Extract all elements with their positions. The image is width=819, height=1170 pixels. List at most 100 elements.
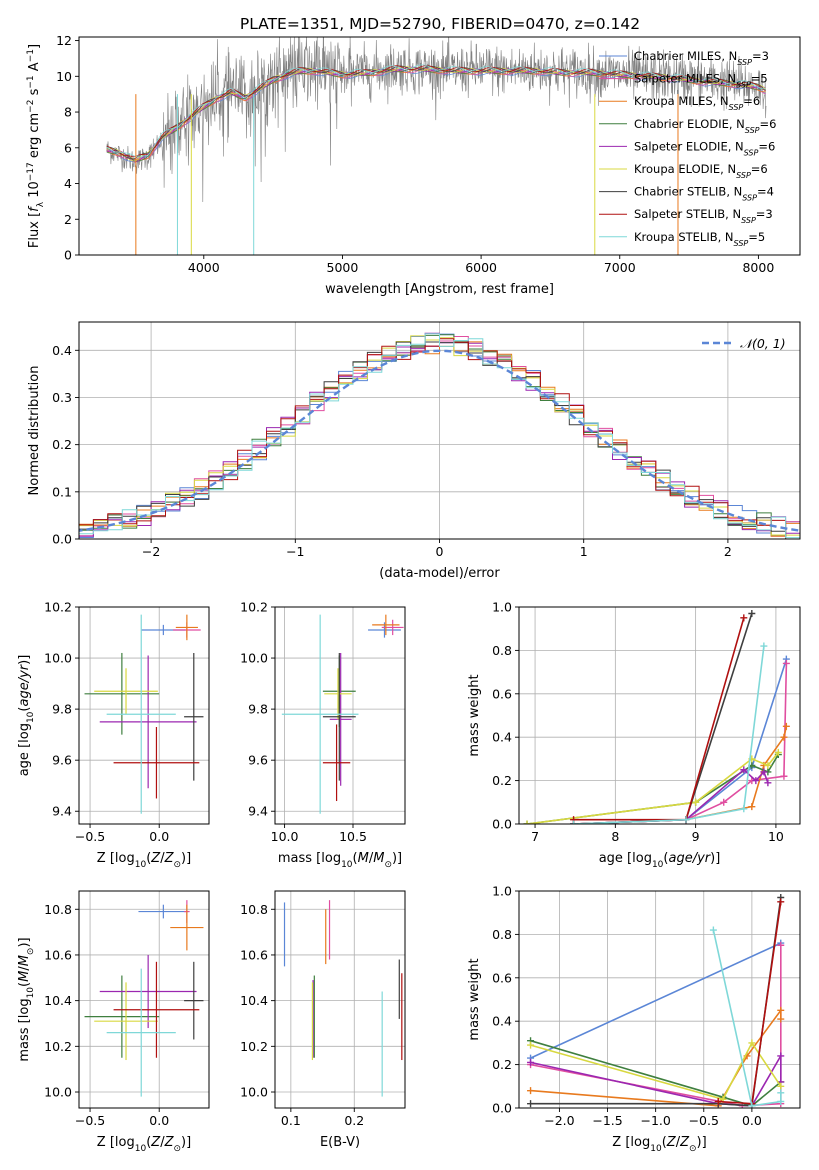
observed-spectrum-line [106,37,767,203]
label-part: λ [36,201,46,207]
axes-frame [78,321,801,540]
label-part: 10 [26,711,36,723]
label-part: f [27,205,42,212]
errorbar-kroupa-miles [175,614,198,641]
legend-val: =5 [748,230,765,244]
legend-sub: SSP [741,216,756,225]
label-part: 10 [135,1144,147,1154]
label-part: 10 [27,181,42,198]
legend-sub: SSP [737,58,752,67]
weight-marker [777,1052,785,1060]
plot-area-mass_vs_ebv [283,900,403,1097]
x-axis-label: (data-model)/error [379,566,500,581]
legend-name: Salpeter STELIB, N [634,207,741,221]
label-part: erg [27,133,42,159]
grid-age_vs_mass [275,606,405,824]
plot-area-spectrum [106,37,767,255]
plot-area-age_vs_Z [84,614,204,814]
axes-frame [518,606,801,825]
weight-marker [527,1058,535,1066]
label-part: mass [ [17,1018,32,1061]
x-tick-label: −0.5 [75,1113,105,1128]
y-axis-label: mass weight [467,958,482,1040]
label-part: ] [27,44,42,49]
y-tick-label: 0.2 [492,773,512,788]
weight-marker [777,1089,785,1097]
x-tick-label: 6000 [465,260,497,275]
label-part: ( [663,851,668,866]
label-part: / [160,851,165,866]
label-part: 10 [652,860,664,870]
axes-frame [78,606,210,825]
legend-val: =4 [757,185,774,199]
x-tick-label: 0.0 [149,829,169,844]
legend-val: =3 [752,49,769,63]
legend-val: =6 [760,117,777,131]
x-tick-label: 0.1 [281,1113,301,1128]
y-tick-label: 10.0 [44,651,72,666]
errorbar-salpeter-elodie [329,652,352,786]
legend-val: =6 [758,139,775,153]
weight-marker [777,1015,785,1023]
legend-val: =5 [751,72,768,86]
y-tick-label: 10.2 [44,1039,72,1054]
axes-frame [274,890,406,1109]
label-part: )] [17,655,32,665]
errorbar-kroupa-stelib [106,968,176,1097]
y-tick-label: 10 [56,69,72,84]
y-tick-label: 2 [64,212,72,227]
y-tick-label: 0.3 [52,390,72,405]
figure-title: PLATE=1351, MJD=52790, FIBERID=0470, z=0… [240,15,640,33]
weight-marker [740,766,748,774]
label-part: )] [710,851,720,866]
x-tick-label: −0.5 [75,829,105,844]
label-part: −1 [26,49,36,62]
legend-name: Kroupa STELIB, N [634,230,734,244]
legend-name: Salpeter ELODIE, N [634,139,744,153]
y-tick-label: 0 [64,248,72,263]
weight-marker [777,898,785,906]
label-part: mass weight [467,958,482,1040]
axes-frame [78,890,210,1109]
y-tick-label: 10.4 [44,993,72,1008]
label-part: A [27,62,42,71]
label-part: ( [146,851,151,866]
x-tick-label: 9 [692,829,700,844]
y-axis-label: Flux [fλ 10−17 erg cm−2 s−1 A−1] [26,44,46,248]
weight-marker [782,722,790,730]
y-tick-label: 0.0 [492,817,512,832]
label-part: )] [181,851,191,866]
legend-name: Chabrier ELODIE, N [634,117,745,131]
weight-marker [682,816,690,824]
x-tick-label: 2 [724,544,732,559]
errorbar-kroupa-stelib [106,614,176,814]
plot-area-mass_vs_Z [84,900,204,1097]
panel-residuals: −2 −1 0 1 2 0.0 0.1 0.2 0.3 0.4 (data-model)/error… [27,321,801,581]
plot-area-residuals [79,332,800,539]
errorbar-kroupa-stelib [281,614,359,814]
y-tick-label: 10.6 [240,947,268,962]
label-part: )] [392,851,402,866]
label-part: −1 [26,75,36,88]
label-part: cm [27,113,42,133]
legend-label-chabrier-stelib: Chabrier STELIB, NSSP=4 [634,185,774,203]
model-line-kroupa-stelib [106,64,766,157]
legend-label-kroupa-miles: Kroupa MILES, NSSP=6 [634,94,760,112]
panel-spectrum: 4000 5000 6000 7000 8000 0 2 4 6 8 10 12 wavelength … [26,33,801,297]
legend-name: Chabrier MILES, N [634,49,737,63]
label-part: M [17,955,32,966]
y-tick-label: 10.0 [44,1085,72,1100]
label-part: )] [697,1135,707,1150]
label-part: mass [ [278,851,321,866]
errorbar-salpeter-elodie [99,655,197,789]
legend-sub: SSP [744,148,759,157]
x-tick-label: 10.5 [339,829,367,844]
label-part: M [17,971,32,982]
plot-layer: 4000 5000 6000 7000 8000024681012wavelength … [17,33,801,1154]
grid-mass_vs_Z [79,891,209,1108]
label-part: Z [164,1135,175,1150]
errorbar-kroupa-elodie [94,668,158,715]
label-part: Z [150,851,161,866]
x-tick-label: 7000 [604,260,636,275]
